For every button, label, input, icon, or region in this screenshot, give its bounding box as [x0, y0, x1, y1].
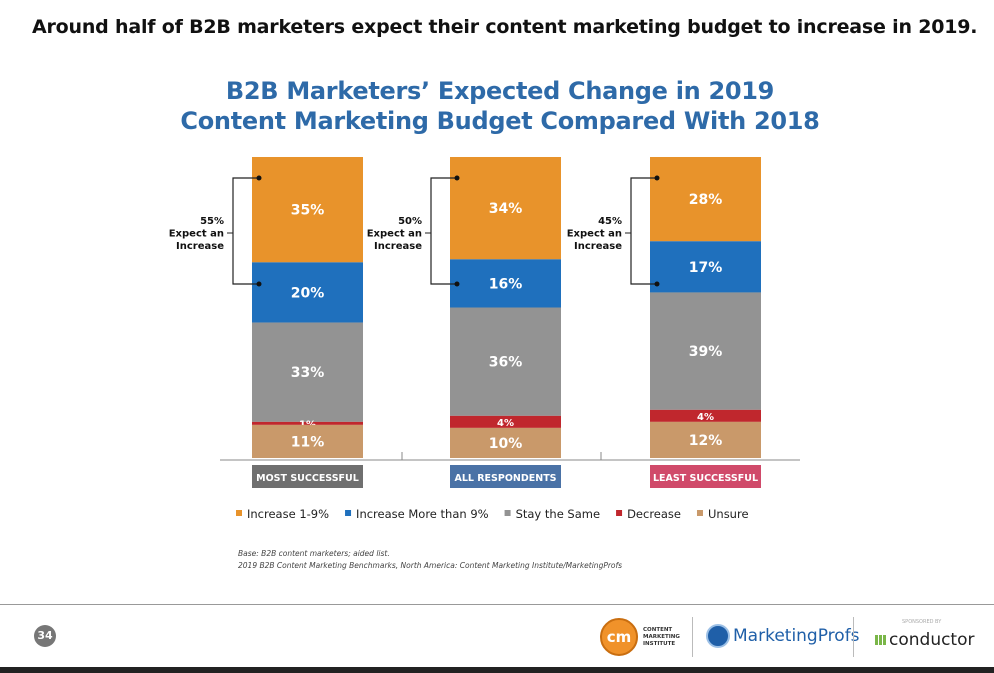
bracket-dot	[654, 175, 660, 181]
bracket-dot	[454, 175, 460, 181]
bar-segment	[450, 259, 561, 308]
logo-separator	[853, 617, 854, 657]
data-label: 1%	[299, 419, 316, 430]
bar-segment	[252, 157, 363, 263]
bar-segment	[252, 421, 363, 425]
category-label: MOST SUCCESSFUL	[256, 473, 359, 484]
annotation-text: Expect an	[169, 229, 224, 240]
bar-segment	[450, 427, 561, 458]
chart-title-line-2: Content Marketing Budget Compared With 2…	[180, 107, 820, 135]
chart-notes: Base: B2B content marketers; aided list.…	[238, 548, 622, 572]
data-label: 36%	[489, 355, 523, 371]
sponsored-by-label: SPONSORED BY	[902, 619, 942, 625]
category-label: ALL RESPONDENTS	[454, 473, 556, 484]
annotation-text: Expect an	[567, 229, 622, 240]
legend-swatch	[616, 510, 623, 516]
bar-segment	[450, 157, 561, 260]
cmi-logo-mark: cm	[600, 618, 638, 656]
bottom-bar	[0, 667, 994, 673]
bar-segment	[450, 415, 561, 428]
legend-label: Increase 1-9%	[247, 507, 329, 521]
bracket-dot	[454, 281, 460, 287]
bar-segment	[450, 307, 561, 416]
data-label: 34%	[489, 201, 523, 217]
source-note: 2019 B2B Content Marketing Benchmarks, N…	[238, 561, 623, 570]
legend-swatch	[345, 510, 352, 516]
headline: Around half of B2B marketers expect thei…	[32, 16, 978, 38]
legend-label: Unsure	[708, 507, 749, 521]
annotation-text: Increase	[374, 241, 422, 252]
annotation-text: 50%	[398, 216, 422, 227]
legend-swatch	[504, 510, 511, 516]
marketingprofs-globe-icon	[706, 624, 730, 648]
data-label: 28%	[689, 192, 723, 208]
annotation-text: Increase	[176, 241, 224, 252]
bracket-dot	[654, 281, 660, 287]
marketingprofs-logo: MarketingProfs	[706, 624, 860, 648]
stacked-bar-chart: 35% 20% 33% 1% 11% MOST SUCCESSFUL 55% Expect a…	[169, 157, 800, 521]
annotation-text: 55%	[200, 216, 224, 227]
category-label-box	[650, 465, 761, 488]
annotation-text: Expect an	[367, 229, 422, 240]
conductor-logo: conductor	[875, 630, 975, 650]
category-label: LEAST SUCCESSFUL	[653, 473, 758, 484]
chart-title-line-1: B2B Marketers’ Expected Change in 2019	[225, 77, 775, 105]
bar-segment	[650, 157, 761, 242]
data-label: 4%	[697, 412, 714, 423]
page-number: 34	[34, 625, 56, 647]
data-label: 11%	[291, 434, 325, 450]
bracket	[430, 177, 457, 285]
data-label: 12%	[689, 433, 723, 449]
marketingprofs-text: MarketingProfs	[733, 626, 860, 646]
bracket-dot	[256, 175, 262, 181]
legend-label: Increase More than 9%	[356, 507, 489, 521]
bracket	[630, 177, 657, 285]
legend-label: Decrease	[627, 507, 681, 521]
legend-swatch	[696, 510, 703, 516]
base-note: Base: B2B content marketers; aided list.	[238, 549, 390, 558]
bar-segment	[650, 241, 761, 293]
data-label: 35%	[291, 203, 325, 219]
cmi-logo: cm CONTENT MARKETING INSTITUTE	[600, 618, 680, 656]
logo-separator	[692, 617, 693, 657]
category-label-box	[450, 465, 561, 488]
legend-label: Stay the Same	[516, 507, 600, 521]
bar-segment	[252, 322, 363, 422]
bar-segment	[650, 292, 761, 410]
data-label: 33%	[291, 365, 325, 381]
footer-divider	[0, 604, 994, 605]
cmi-text-3: INSTITUTE	[643, 640, 676, 647]
data-label: 39%	[689, 344, 723, 360]
bracket	[232, 177, 259, 285]
bar-segment	[650, 421, 761, 458]
legend-swatch	[236, 510, 242, 516]
data-label: 10%	[489, 436, 523, 452]
cmi-text-2: MARKETING	[643, 633, 680, 640]
conductor-grid-icon	[875, 635, 887, 645]
data-label: 4%	[497, 418, 514, 429]
bar-segment	[252, 262, 363, 323]
category-label-box	[252, 465, 363, 488]
data-label: 20%	[291, 285, 325, 301]
annotation-text: 45%	[598, 216, 622, 227]
conductor-text: conductor	[889, 630, 975, 650]
bar-segment	[252, 424, 363, 458]
bracket-dot	[256, 281, 262, 287]
chart-title: B2B Marketers’ Expected Change in 2019 C…	[0, 76, 994, 136]
bar-segment	[650, 409, 761, 422]
annotation-text: Increase	[574, 241, 622, 252]
data-label: 17%	[689, 260, 723, 276]
data-label: 16%	[489, 276, 523, 292]
cmi-text-1: CONTENT	[643, 626, 673, 633]
